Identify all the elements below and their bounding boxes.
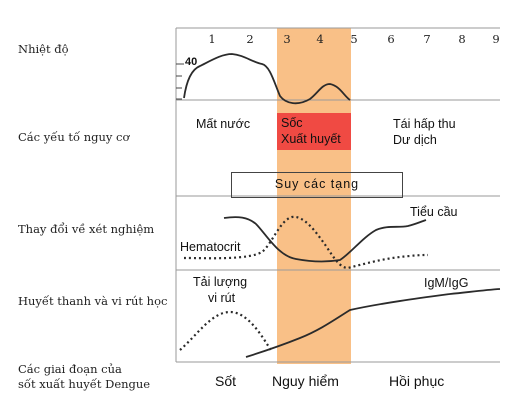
row-label-lab-changes: Thay đổi về xét nghiệm <box>18 222 155 236</box>
day-label-1: 1 <box>208 32 216 46</box>
day-label-5: 5 <box>350 32 358 46</box>
antibody-curve <box>245 288 501 358</box>
day-label-8: 8 <box>458 32 466 46</box>
risk-reabsorption: Tái hấp thu <box>393 117 456 131</box>
platelets-label: Tiểu cầu <box>410 205 458 219</box>
row-label-serology: Huyết thanh và vi rút học <box>18 294 168 308</box>
row-label-stages-line2: sốt xuất huyết Dengue <box>18 377 151 391</box>
day-label-2: 2 <box>246 32 254 46</box>
antibody-label: IgM/IgG <box>424 276 469 290</box>
row-label-risk-factors: Các yếu tố nguy cơ <box>18 130 130 144</box>
risk-shock: Sốc <box>281 116 303 130</box>
organ-failure-label: Suy các tạng <box>274 177 360 191</box>
day-label-9: 9 <box>492 32 500 46</box>
day-label-6: 6 <box>387 32 395 46</box>
risk-dehydration: Mất nước <box>196 117 251 131</box>
organ-failure-box: Suy các tạng <box>231 172 403 198</box>
shock-hemorrhage-box <box>277 113 351 150</box>
viral-load-label-line2: vi rút <box>208 291 236 305</box>
row-label-temperature: Nhiệt độ <box>18 42 69 56</box>
temperature-curve <box>183 53 351 105</box>
phase-febrile: Sốt <box>215 373 237 389</box>
temperature-ticks <box>176 63 184 100</box>
phase-recovery: Hồi phục <box>389 373 445 389</box>
risk-fluid-overload: Dư dịch <box>393 133 437 147</box>
phase-critical: Nguy hiểm <box>272 373 339 389</box>
day-label-7: 7 <box>423 32 431 46</box>
viral-load-curve <box>179 310 273 353</box>
risk-hemorrhage: Xuất huyết <box>281 132 341 146</box>
platelet-curve <box>223 216 427 263</box>
hematocrit-label: Hematocrit <box>180 240 241 254</box>
day-label-3: 3 <box>283 32 291 46</box>
day-label-4: 4 <box>316 32 324 46</box>
row-label-stages-line1: Các giai đoạn của <box>18 362 122 376</box>
temperature-tick-40: 40 <box>185 56 198 68</box>
viral-load-label-line1: Tải lượng <box>193 275 248 289</box>
